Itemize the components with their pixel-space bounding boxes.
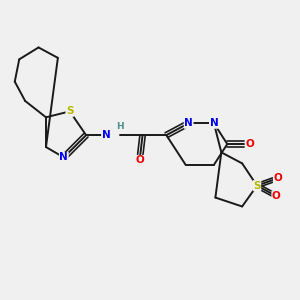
Text: O: O — [272, 191, 281, 201]
Text: H: H — [116, 122, 124, 131]
Text: S: S — [66, 106, 74, 116]
Text: N: N — [102, 130, 110, 140]
Text: S: S — [253, 181, 261, 191]
Text: N: N — [59, 152, 68, 162]
Text: N: N — [184, 118, 193, 128]
Text: N: N — [209, 118, 218, 128]
Text: O: O — [245, 139, 254, 149]
Text: O: O — [273, 173, 282, 183]
Text: O: O — [135, 155, 144, 165]
